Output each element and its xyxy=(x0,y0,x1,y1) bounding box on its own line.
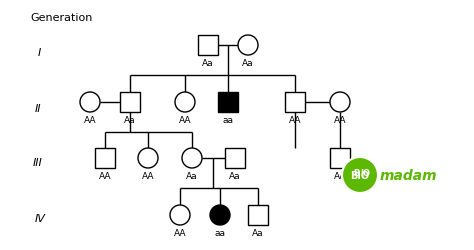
Bar xyxy=(95,148,115,168)
Text: aa: aa xyxy=(222,116,234,124)
Bar xyxy=(285,93,305,112)
Text: madam: madam xyxy=(380,168,438,182)
Bar xyxy=(330,148,350,168)
Text: Aa: Aa xyxy=(242,59,254,68)
Circle shape xyxy=(330,93,350,112)
Bar xyxy=(248,205,268,225)
Text: AA: AA xyxy=(84,116,96,124)
Text: AA: AA xyxy=(289,116,301,124)
Text: Aa: Aa xyxy=(252,228,264,237)
Text: II: II xyxy=(35,104,42,114)
Text: IO: IO xyxy=(360,169,370,178)
Circle shape xyxy=(175,93,195,112)
Circle shape xyxy=(238,36,258,56)
Circle shape xyxy=(170,205,190,225)
Circle shape xyxy=(210,205,230,225)
Text: AA: AA xyxy=(179,116,191,124)
Circle shape xyxy=(138,148,158,168)
Text: Aa: Aa xyxy=(186,171,198,180)
Bar xyxy=(225,148,245,168)
Text: I: I xyxy=(38,48,41,58)
Circle shape xyxy=(342,157,378,193)
Text: Aa: Aa xyxy=(202,59,214,68)
Bar xyxy=(218,93,238,112)
Text: BIO: BIO xyxy=(350,170,370,180)
Text: Aa: Aa xyxy=(229,171,241,180)
Text: AA: AA xyxy=(334,116,346,124)
Circle shape xyxy=(182,148,202,168)
Text: IV: IV xyxy=(35,213,46,223)
Bar xyxy=(120,93,140,112)
Text: B: B xyxy=(354,169,360,178)
Circle shape xyxy=(80,93,100,112)
Text: Aa: Aa xyxy=(124,116,136,124)
Text: AA: AA xyxy=(99,171,111,180)
Text: aa: aa xyxy=(215,228,226,237)
Text: AA: AA xyxy=(334,171,346,180)
Bar xyxy=(198,36,218,56)
Text: III: III xyxy=(33,157,43,167)
Text: Generation: Generation xyxy=(30,13,92,23)
Text: AA: AA xyxy=(142,171,154,180)
Text: AA: AA xyxy=(174,228,186,237)
